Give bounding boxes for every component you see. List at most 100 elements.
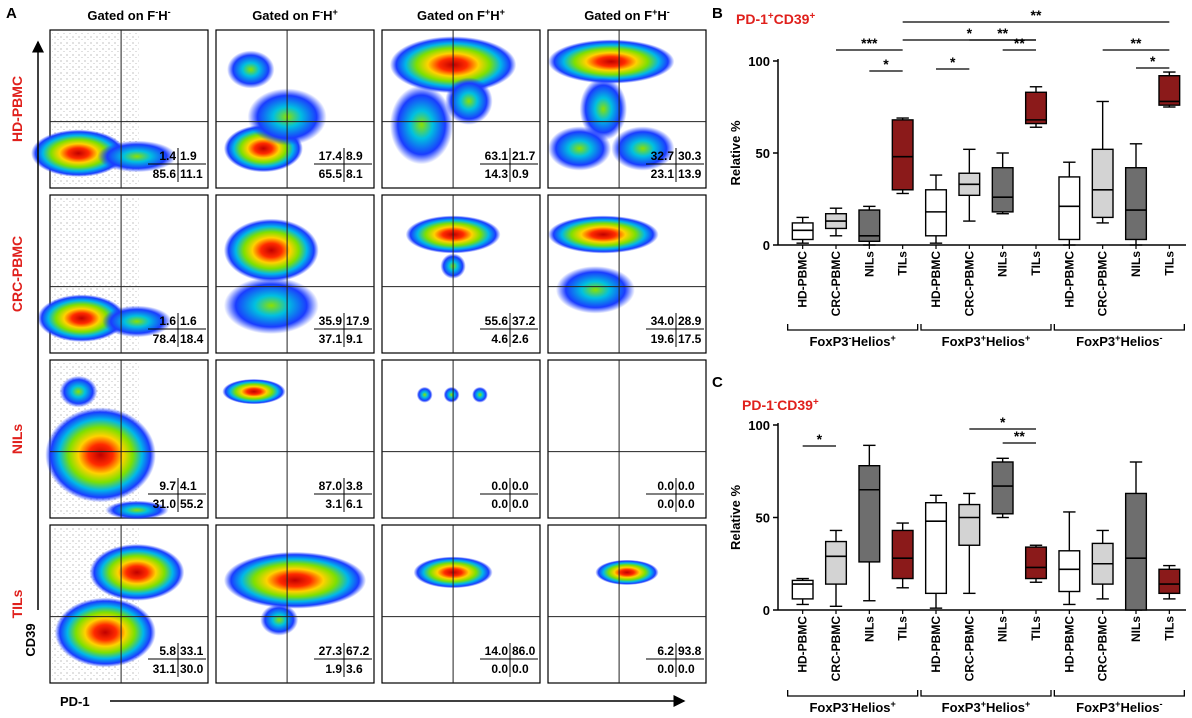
group-bracket	[920, 324, 1052, 331]
quadrant-value: 30.3	[678, 149, 702, 163]
column-header-2: Gated on F+H+	[417, 7, 505, 23]
pd1-axis-label: PD-1	[60, 694, 90, 709]
group-label-0: FoxP3-Helios+	[809, 699, 895, 715]
significance-label: *	[1150, 53, 1156, 69]
box-body	[1124, 167, 1148, 241]
flow-plot-0-3: 32.7 30.323.1 13.9	[547, 29, 707, 189]
density-blob	[54, 597, 156, 668]
category-label: NILs	[862, 251, 876, 277]
column-headers: Gated on F-H- Gated on F-H+ Gated on F+H+ G…	[87, 7, 669, 23]
box-1-0	[924, 174, 948, 244]
quadrant-value: 0.0	[512, 479, 529, 493]
cd39-axis-label: CD39	[23, 623, 38, 656]
quadrant-value: 14.0	[485, 644, 509, 658]
category-label: HD-PBMC	[796, 251, 810, 308]
category-label: NILs	[1129, 616, 1143, 642]
flow-plot-2-1: 87.0 3.8 3.1 6.1	[215, 359, 375, 519]
column-header-0-s2: -	[168, 7, 171, 17]
chart-title-1-s1: -	[774, 397, 777, 408]
flow-plot-3-2: 14.0 86.0 0.0 0.0	[381, 524, 541, 684]
column-header-1-s2: +	[333, 7, 338, 17]
box-0-2	[858, 444, 881, 602]
box-body	[858, 465, 881, 563]
column-header-0-base: Gated on F	[87, 8, 155, 23]
quadrant-value: 0.0	[657, 479, 674, 493]
box-body	[991, 167, 1014, 213]
box-body	[1024, 546, 1048, 580]
flow-plot-1-3: 34.0 28.919.6 17.5	[547, 194, 707, 354]
significance-label: **	[1031, 7, 1042, 23]
column-header-3-s2: -	[667, 7, 670, 17]
flow-plot-1-2: 55.6 37.2 4.6 2.6	[381, 194, 541, 354]
category-label: HD-PBMC	[1062, 251, 1076, 308]
density-blob	[89, 543, 185, 601]
flow-plot-2-0: 9.7 4.131.0 55.2	[45, 359, 209, 520]
group-label-2: FoxP3+Helios-	[1076, 333, 1162, 349]
group-label-2-base: FoxP3	[1076, 700, 1115, 715]
group-label-1-s2: +	[1025, 699, 1030, 709]
box-body	[958, 503, 981, 546]
quadrant-value: 0.0	[512, 662, 529, 676]
group-label-2: FoxP3+Helios-	[1076, 699, 1162, 715]
flow-plot-0-0: 1.4 1.985.6 11.1	[31, 29, 209, 189]
panel-c-label: C	[712, 374, 723, 391]
box-body	[1158, 75, 1181, 106]
quadrant-value: 31.1	[153, 662, 177, 676]
column-header-2-mid: H	[490, 8, 499, 23]
density-blob	[37, 294, 126, 342]
box-1-3	[1024, 86, 1048, 128]
column-header-2-base: Gated on F	[417, 8, 485, 23]
quadrant-value: 33.1	[180, 644, 204, 658]
group-label-0-base: FoxP3	[809, 334, 848, 349]
group-label-0-s1: -	[848, 333, 851, 343]
flow-plot-0-2: 63.1 21.714.3 0.9	[381, 29, 541, 189]
group-label-0-s2: +	[891, 699, 896, 709]
column-header-3-mid: H	[657, 8, 666, 23]
quadrant-value: 2.6	[512, 332, 529, 346]
quadrant-value: 4.6	[491, 332, 508, 346]
quadrant-value: 37.2	[512, 314, 536, 328]
significance-label: **	[997, 25, 1008, 41]
column-header-2-s2: +	[500, 7, 505, 17]
flow-plot-3-0: 5.8 33.131.1 30.0	[49, 524, 209, 684]
column-header-1-mid: H	[323, 8, 332, 23]
chart-title-0-mid: CD39	[774, 11, 810, 27]
group-label-2-s2: -	[1159, 699, 1162, 709]
category-label: NILs	[996, 616, 1010, 642]
plot-frame	[381, 524, 541, 684]
group-label-1-s2: +	[1025, 333, 1030, 343]
chart-title-1-s2: +	[813, 397, 819, 408]
significance-label: **	[1131, 35, 1142, 51]
box-2-3	[1158, 71, 1181, 108]
column-header-0: Gated on F-H-	[87, 7, 170, 23]
density-blob	[445, 77, 493, 125]
category-label: TILs	[896, 251, 910, 276]
row-label-2: NILs	[9, 424, 25, 455]
quadrant-value: 8.9	[346, 149, 363, 163]
quadrant-value: 55.2	[180, 497, 204, 511]
box-body	[791, 579, 814, 600]
group-label-0-base: FoxP3	[809, 700, 848, 715]
group-bracket	[787, 690, 919, 697]
y-axis-label: Relative %	[728, 485, 743, 550]
quadrant-value: 67.2	[346, 644, 370, 658]
group-bracket	[787, 324, 919, 331]
quadrant-value: 18.4	[180, 332, 204, 346]
category-label: HD-PBMC	[1062, 616, 1076, 673]
group-label-2-mid: Helios	[1120, 334, 1159, 349]
panel-a: A Gated on F-H- Gated on F-H+ Gated on F+H…	[6, 5, 707, 709]
quadrant-value: 4.1	[180, 479, 197, 493]
column-header-0-s1: -	[155, 7, 158, 17]
category-label: CRC-PBMC	[829, 616, 843, 682]
quadrant-value: 19.6	[651, 332, 675, 346]
chart-title-0: PD-1+CD39+	[736, 11, 815, 28]
significance-label: **	[1014, 428, 1025, 444]
category-label: CRC-PBMC	[829, 251, 843, 317]
quadrant-value: 27.3	[319, 644, 343, 658]
density-blob	[595, 559, 659, 586]
box-0-0	[791, 577, 814, 606]
density-blob	[443, 386, 460, 403]
group-label-1-s1: +	[981, 699, 986, 709]
